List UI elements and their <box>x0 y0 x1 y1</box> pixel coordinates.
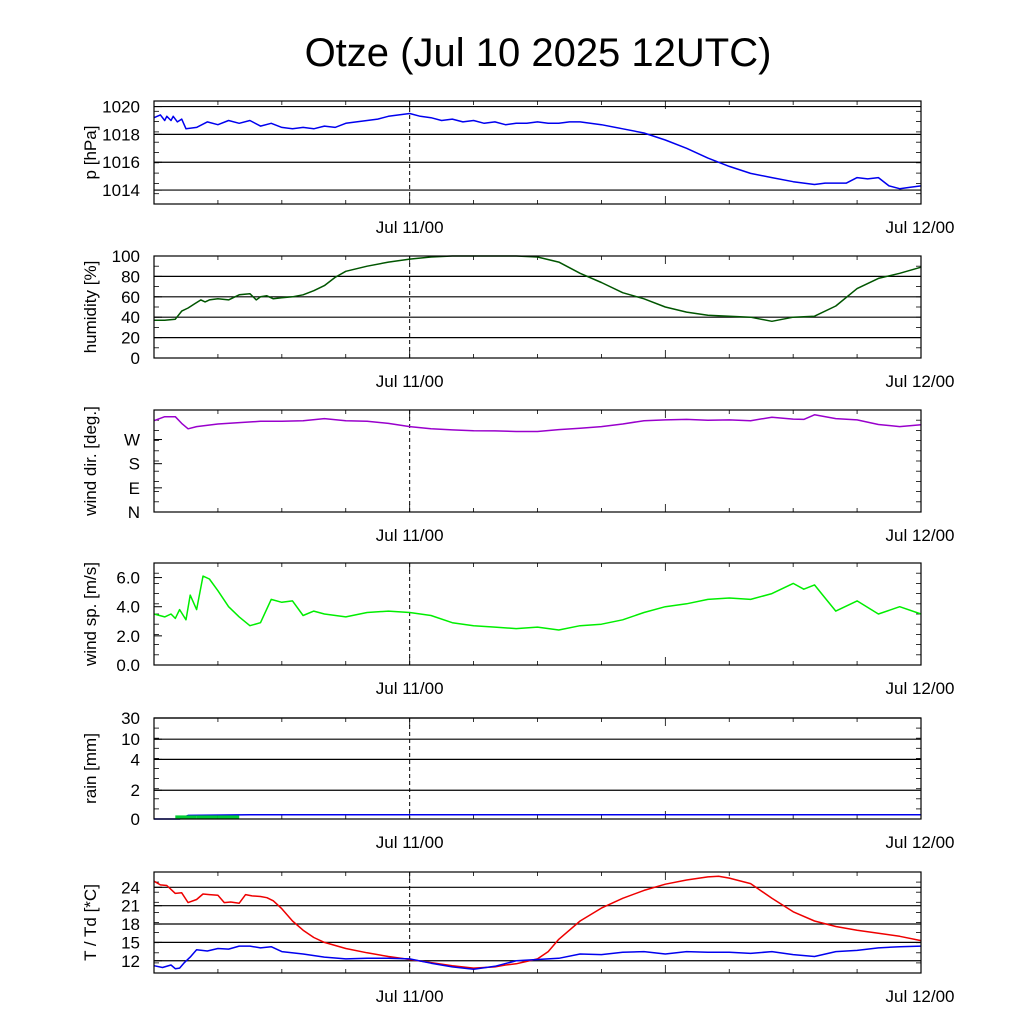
series-line-0 <box>153 414 922 433</box>
x-tick-label: Jul 12/00 <box>886 987 955 1006</box>
chart-title: Otze (Jul 10 2025 12UTC) <box>305 31 772 75</box>
y-axis-label: humidity [%] <box>81 261 100 354</box>
y-tick-label: 6.0 <box>116 569 140 588</box>
panel-frame <box>153 409 922 513</box>
x-tick-label: Jul 12/00 <box>886 833 955 852</box>
y-tick-label: 100 <box>112 247 140 266</box>
x-tick-label: Jul 12/00 <box>886 218 955 237</box>
y-tick-label: 1020 <box>102 98 140 117</box>
y-axis-label: wind sp. [m/s] <box>81 562 100 667</box>
x-tick-label: Jul 12/00 <box>886 679 955 698</box>
panel-rain: 0 2 410 30 rain [mm] Jul 11/00 Jul 12/00 <box>81 709 955 852</box>
x-tick-label: Jul 11/00 <box>376 526 444 545</box>
y-axis-label: T / Td [*C] <box>81 884 100 961</box>
rain-bar <box>175 815 197 819</box>
y-tick-label: 21 <box>121 897 140 916</box>
rain-bar <box>217 815 240 819</box>
panel-wind_speed: 0.0 2.0 4.0 6.0 wind sp. [m/s] Jul 11/00 Jul 1… <box>81 562 955 698</box>
y-tick-label: 24 <box>121 878 140 897</box>
y-tick-label: 30 <box>121 709 140 728</box>
y-tick-label: 0 <box>131 349 140 368</box>
x-tick-label: Jul 12/00 <box>886 372 955 391</box>
y-tick-label: 1016 <box>102 153 140 172</box>
y-tick-label: W <box>124 431 140 450</box>
y-tick-label: N <box>128 503 140 522</box>
panel-frame <box>153 255 922 359</box>
y-tick-label: 2 <box>131 781 140 800</box>
y-tick-label: 4.0 <box>116 598 140 617</box>
x-tick-label: Jul 11/00 <box>376 218 444 237</box>
y-tick-label: 0 <box>131 810 140 829</box>
y-tick-label: E <box>129 479 140 498</box>
y-tick-label: 18 <box>121 915 140 934</box>
panel-frame <box>153 717 922 820</box>
rain-bar <box>196 815 218 819</box>
x-tick-label: Jul 11/00 <box>376 679 444 698</box>
panel-frame <box>153 100 922 205</box>
y-axis-label: p [hPa] <box>81 126 100 180</box>
panel-frame <box>153 871 922 974</box>
y-axis-label: wind dir. [deg.] <box>81 406 100 517</box>
series-line-0 <box>153 875 922 969</box>
y-tick-label: 40 <box>121 308 140 327</box>
y-tick-label: 0.0 <box>116 656 140 675</box>
y-tick-label: 1018 <box>102 125 140 144</box>
y-tick-label: 4 <box>131 750 140 769</box>
x-tick-label: Jul 11/00 <box>376 833 444 852</box>
y-tick-label: 10 <box>121 730 140 749</box>
series-line-1 <box>153 945 922 971</box>
x-tick-label: Jul 11/00 <box>376 372 444 391</box>
y-tick-label: 15 <box>121 933 140 952</box>
y-axis-label: rain [mm] <box>81 733 100 804</box>
x-tick-label: Jul 12/00 <box>886 526 955 545</box>
x-tick-label: Jul 11/00 <box>376 987 444 1006</box>
series-line-0 <box>153 112 922 190</box>
y-tick-label: 1014 <box>102 181 140 200</box>
series-line-0 <box>154 255 922 323</box>
y-tick-label: 80 <box>121 267 140 286</box>
panel-frame <box>153 562 922 666</box>
series-line-0 <box>153 575 922 631</box>
y-tick-label: 12 <box>121 952 140 971</box>
y-tick-label: S <box>129 455 140 474</box>
y-tick-label: 60 <box>121 288 140 307</box>
y-tick-label: 20 <box>121 329 140 348</box>
y-tick-label: 2.0 <box>116 627 140 646</box>
